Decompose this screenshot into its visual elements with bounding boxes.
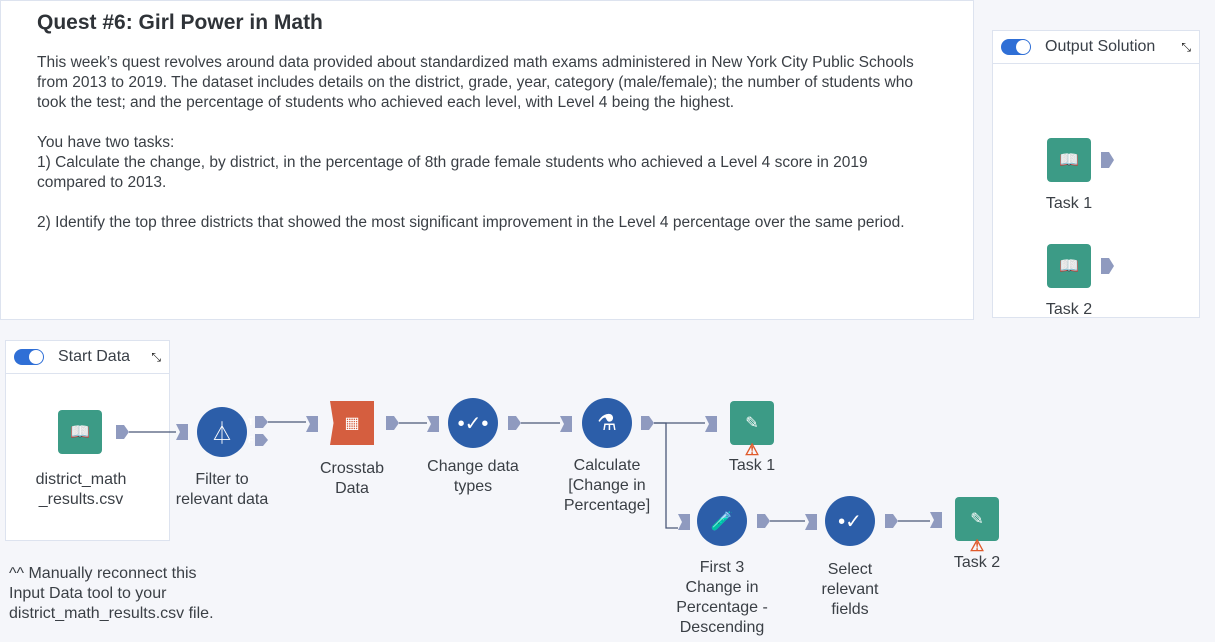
filter-label: Filter to relevant data — [175, 471, 269, 508]
start-data-container: Start Data ⤡ — [5, 340, 170, 541]
output-anchor-icon[interactable] — [1101, 152, 1115, 168]
formula-label: Calculate [Change in Percentage] — [563, 457, 651, 514]
crosstab-icon: ▦ — [344, 415, 360, 432]
output-solution-body: 📖 Task 1 📖 Task 2 — [992, 64, 1200, 318]
quest-task-2: 2) Identify the top three districts that… — [37, 214, 905, 231]
output-task1-label: Task 1 — [1045, 195, 1093, 212]
reconnect-note: ^^ Manually reconnect this Input Data to… — [9, 565, 214, 622]
flask-icon: ⚗ — [597, 410, 617, 435]
input-data-tool[interactable]: 📖 — [58, 410, 102, 454]
checkmark-icon: •✓ — [838, 510, 862, 533]
output-task2-tool[interactable]: 📖 — [1047, 244, 1091, 288]
crosstab-tool[interactable]: ▦ — [330, 401, 374, 445]
book-icon: 📖 — [1059, 258, 1079, 275]
filter-tool[interactable]: ⏃ — [197, 407, 247, 457]
collapse-icon[interactable]: ⤡ — [1181, 39, 1191, 54]
filter-icon: ⏃ — [210, 421, 233, 446]
quest-description-panel: Quest #6: Girl Power in Math This week’s… — [0, 0, 974, 320]
book-icon: 📖 — [70, 424, 90, 441]
sample-tool[interactable]: 🧪 — [697, 496, 747, 546]
collapse-icon[interactable]: ⤡ — [151, 349, 161, 364]
select-fields-tool[interactable]: •✓ — [825, 496, 875, 546]
task2-label: Task 2 — [953, 554, 1001, 571]
output-solution-header: Output Solution ⤡ — [992, 30, 1200, 64]
filter-false-anchor[interactable]: F — [248, 435, 254, 445]
task1-label: Task 1 — [728, 457, 776, 474]
start-data-toggle[interactable] — [14, 349, 44, 365]
filter-true-anchor[interactable]: T — [248, 417, 254, 427]
output-solution-container: Output Solution ⤡ 📖 Task 1 📖 Task 2 — [992, 30, 1200, 318]
output-solution-toggle[interactable] — [1001, 39, 1031, 55]
input-data-label: district_math _results.csv — [35, 471, 127, 508]
edit-icon: ✎ — [745, 415, 759, 432]
test-tubes-icon: 🧪 — [710, 510, 734, 531]
sample-label: First 3 Change in Percentage - Descendin… — [676, 559, 768, 636]
select-tool-change-types[interactable]: •✓• — [448, 398, 498, 448]
start-data-header: Start Data ⤡ — [5, 340, 170, 374]
browse-task2-tool[interactable]: ✎ — [955, 497, 999, 541]
edit-icon: ✎ — [970, 511, 984, 528]
output-anchor-icon[interactable] — [1101, 258, 1115, 274]
warning-icon: ⚠ — [744, 442, 760, 459]
browse-task1-tool[interactable]: ✎ — [730, 401, 774, 445]
select-fields-label: Select relevant fields — [821, 561, 879, 618]
formula-tool[interactable]: ⚗ — [582, 398, 632, 448]
start-data-body — [5, 374, 170, 541]
output-task1-tool[interactable]: 📖 — [1047, 138, 1091, 182]
quest-intro: This week’s quest revolves around data p… — [37, 54, 914, 111]
warning-icon: ⚠ — [969, 538, 985, 555]
book-icon: 📖 — [1059, 152, 1079, 169]
quest-title: Quest #6: Girl Power in Math — [37, 11, 323, 34]
checkmark-icon: •✓• — [457, 412, 489, 435]
output-task2-label: Task 2 — [1045, 301, 1093, 318]
output-solution-title: Output Solution — [1045, 38, 1156, 55]
change-types-label: Change data types — [427, 458, 519, 495]
crosstab-label: Crosstab Data — [319, 460, 385, 497]
start-data-title: Start Data — [58, 348, 131, 365]
quest-task-1: You have two tasks: 1) Calculate the cha… — [37, 134, 868, 191]
